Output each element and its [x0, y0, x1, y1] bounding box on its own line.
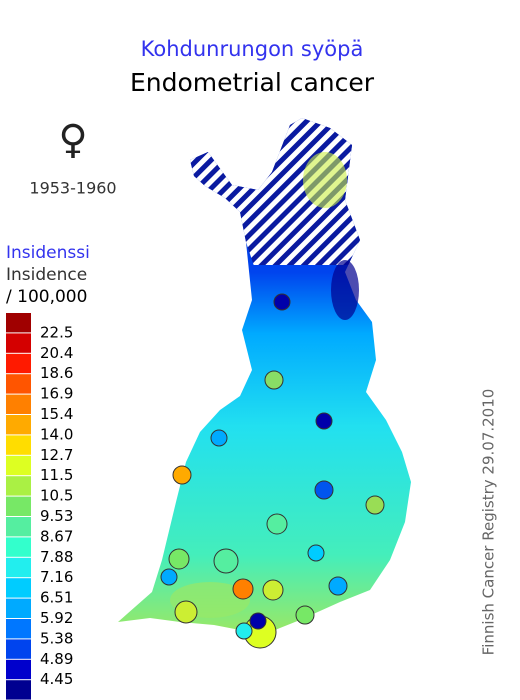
legend-swatch — [6, 435, 31, 455]
legend-swatch — [6, 353, 31, 374]
circle — [273, 293, 291, 311]
legend-title-fi: Insidenssi — [6, 243, 90, 263]
legend-label: 12.7 — [40, 446, 73, 464]
legend-swatch — [6, 537, 31, 557]
legend-swatch — [6, 374, 31, 394]
legend-swatch — [6, 598, 31, 618]
legend-label: 4.45 — [40, 670, 73, 688]
legend: 22.5 20.4 18.6 16.9 15.4 14.0 12.7 11.5 10.5 9.53… — [6, 313, 73, 700]
legend-label: 6.51 — [40, 589, 73, 607]
legend-swatch — [6, 517, 31, 537]
circle — [213, 548, 239, 574]
legend-label: 7.88 — [40, 548, 73, 566]
legend-swatch — [6, 680, 31, 700]
circle — [264, 370, 284, 390]
legend-label: 5.38 — [40, 629, 73, 647]
circle — [262, 579, 284, 601]
circle — [174, 600, 198, 624]
legend-label: 9.53 — [40, 507, 73, 525]
legend-title-en: Insidence — [6, 265, 87, 285]
legend-label: 7.16 — [40, 568, 73, 586]
circle — [307, 544, 325, 562]
legend-swatch — [6, 639, 31, 659]
circle — [249, 612, 267, 630]
legend-label: 14.0 — [40, 425, 73, 443]
municipality-circles — [160, 293, 385, 649]
circle — [235, 622, 253, 640]
legend-swatch — [6, 313, 31, 333]
circle — [315, 412, 333, 430]
legend-swatch — [6, 578, 31, 598]
legend-label: 20.4 — [40, 344, 73, 362]
circle — [266, 513, 288, 535]
legend-label: 4.89 — [40, 650, 73, 668]
legend-swatch — [6, 496, 31, 516]
circle — [210, 429, 228, 447]
period: 1953-1960 — [29, 179, 116, 198]
circle — [295, 605, 315, 625]
legend-swatch — [6, 476, 31, 496]
legend-swatch — [6, 394, 31, 414]
circle — [168, 548, 190, 570]
map — [118, 118, 411, 649]
legend-unit: / 100,000 — [6, 287, 87, 307]
circle — [365, 495, 385, 515]
credit: Finnish Cancer Registry 29.07.2010 — [480, 389, 498, 656]
legend-swatch — [6, 455, 31, 476]
circle — [172, 465, 192, 485]
circle — [232, 578, 254, 600]
legend-label: 18.6 — [40, 364, 73, 382]
legend-label: 8.67 — [40, 527, 73, 545]
title-fi: Kohdunrungon syöpä — [141, 37, 364, 61]
legend-label: 11.5 — [40, 466, 73, 484]
region-blob — [331, 260, 359, 320]
legend-swatch — [6, 659, 31, 680]
legend-label: 5.92 — [40, 609, 73, 627]
legend-swatch — [6, 415, 31, 435]
sex-symbol: ♀ — [58, 117, 87, 163]
title-en: Endometrial cancer — [130, 68, 375, 97]
legend-label: 10.5 — [40, 487, 73, 505]
legend-swatch — [6, 619, 31, 639]
circle — [328, 576, 348, 596]
circle — [160, 568, 178, 586]
legend-swatch — [6, 333, 31, 353]
circle — [314, 480, 334, 500]
legend-label: 22.5 — [40, 323, 73, 341]
legend-label: 15.4 — [40, 405, 73, 423]
region-blob — [303, 152, 347, 208]
legend-label: 16.9 — [40, 385, 73, 403]
legend-swatch — [6, 557, 31, 578]
